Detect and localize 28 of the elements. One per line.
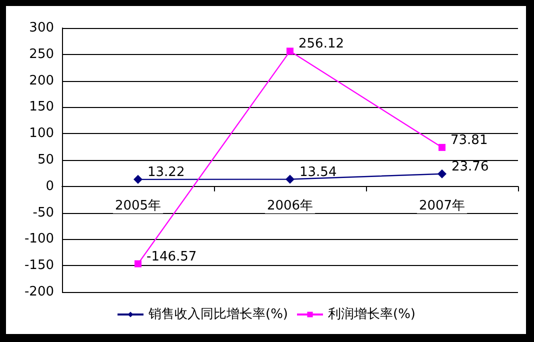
data-label: 23.76 <box>452 159 489 174</box>
y-tick-label: -200 <box>24 284 54 300</box>
y-tick-label: 250 <box>29 46 54 62</box>
y-tick-label: 50 <box>37 152 54 168</box>
y-tick-label: 100 <box>29 126 54 142</box>
y-tick-label: -150 <box>24 258 54 274</box>
y-tick-label: -100 <box>24 232 54 247</box>
point <box>438 169 446 178</box>
point <box>134 260 142 268</box>
point <box>134 174 142 184</box>
y-tick-label: 200 <box>29 73 54 88</box>
legend-label: 销售收入同比增长率(%) <box>148 306 288 322</box>
point <box>286 48 294 55</box>
data-label: 13.54 <box>300 164 337 180</box>
data-label: 73.81 <box>450 132 488 148</box>
y-tick-label: 0 <box>46 178 54 194</box>
point <box>438 144 446 151</box>
y-tick-label: 150 <box>29 100 54 115</box>
y-tick-label: -50 <box>32 205 54 220</box>
data-label: 256.12 <box>298 36 344 52</box>
x-tick-label: 2006年 <box>266 198 314 214</box>
data-label: 13.22 <box>148 164 185 180</box>
legend-label: 利润增长率(%) <box>328 306 416 322</box>
y-tick-label: 300 <box>29 20 54 36</box>
data-label: -146.57 <box>146 249 197 264</box>
x-tick-label: 2005年 <box>114 198 162 214</box>
x-tick-label: 2007年 <box>418 198 466 214</box>
point <box>286 174 294 184</box>
